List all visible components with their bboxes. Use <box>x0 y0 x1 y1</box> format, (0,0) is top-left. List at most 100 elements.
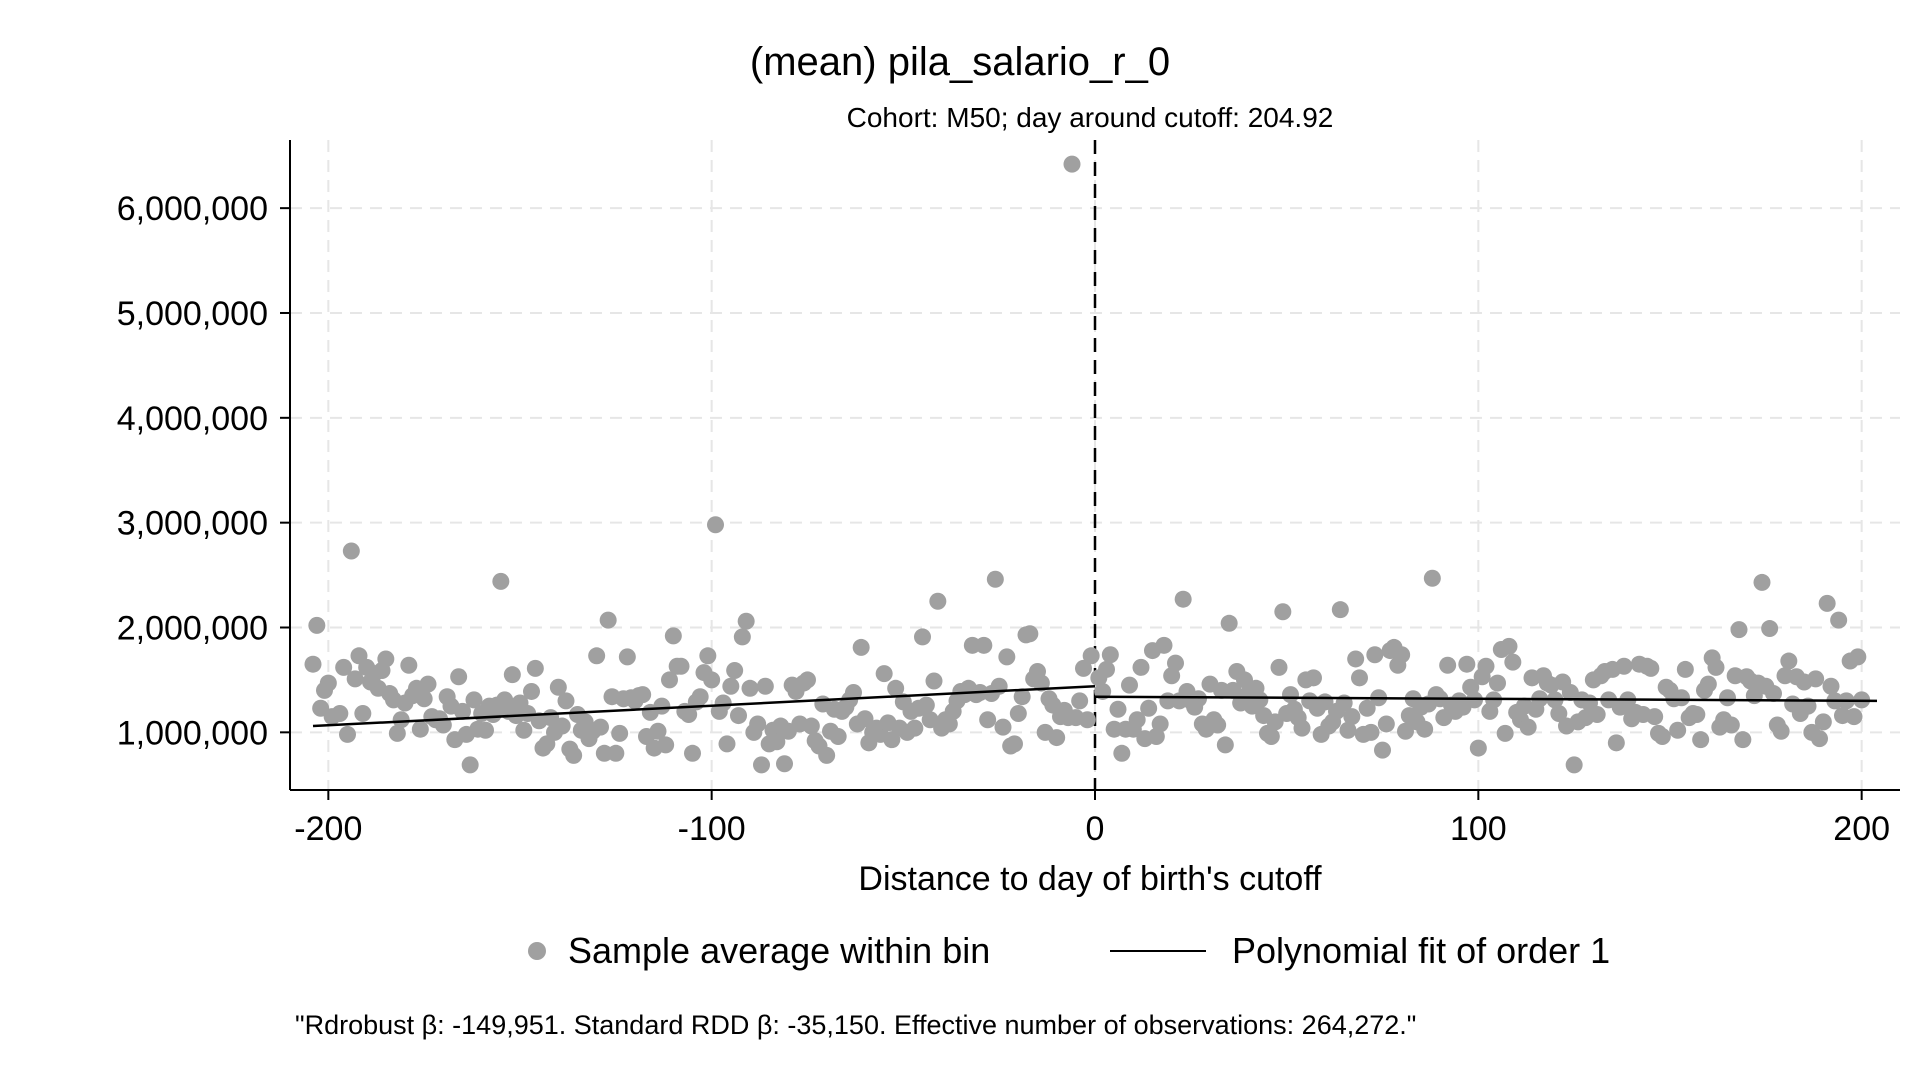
scatter-point <box>1489 674 1506 692</box>
scatter-point <box>664 627 682 645</box>
scatter-point <box>1699 675 1717 693</box>
scatter-point <box>768 733 786 751</box>
scatter-point <box>634 686 652 704</box>
scatter-point <box>1174 590 1192 608</box>
scatter-point <box>672 657 690 675</box>
scatter-point <box>829 728 847 746</box>
scatter-point <box>887 679 905 697</box>
scatter-point <box>1155 636 1173 654</box>
scatter-point <box>1707 658 1725 676</box>
scatter-point <box>1377 715 1395 733</box>
scatter-point <box>1676 660 1694 678</box>
scatter-point <box>986 570 1004 588</box>
scatter-point <box>1818 594 1836 612</box>
scatter-point <box>1504 653 1522 671</box>
scatter-point <box>914 628 931 646</box>
scatter-point <box>917 696 935 714</box>
scatter-point <box>1845 708 1863 726</box>
scatter-point <box>1362 723 1380 741</box>
scatter-point <box>657 736 675 754</box>
scatter-point <box>342 542 360 560</box>
scatter-point <box>994 718 1012 736</box>
scatter-point <box>450 668 468 686</box>
scatter-point <box>346 670 364 688</box>
scatter-point <box>1692 731 1710 749</box>
scatter-point <box>1830 611 1848 629</box>
scatter-point <box>1653 728 1671 746</box>
scatter-point <box>756 677 774 695</box>
scatter-point <box>1374 741 1391 759</box>
scatter-point <box>1262 728 1280 746</box>
scatter-point <box>726 661 744 679</box>
scatter-point <box>1688 706 1706 724</box>
scatter-point <box>845 684 862 701</box>
scatter-point <box>339 725 356 743</box>
y-tick-label: 5,000,000 <box>117 295 268 333</box>
scatter-point <box>703 671 721 689</box>
scatter-point <box>1397 722 1414 740</box>
scatter-point <box>707 516 724 534</box>
scatter-point <box>1730 621 1748 639</box>
scatter-point <box>1799 697 1817 715</box>
scatter-point <box>549 678 567 696</box>
scatter-point <box>733 628 751 646</box>
scatter-point <box>1607 734 1625 752</box>
scatter-point <box>1477 657 1495 675</box>
scatter-point <box>354 704 372 722</box>
scatter-point <box>1588 706 1606 724</box>
legend-item-points: Sample average within bin <box>528 930 990 972</box>
scatter-point <box>599 611 617 629</box>
scatter-point <box>1006 735 1023 753</box>
scatter-point <box>1366 646 1384 664</box>
scatter-point <box>802 717 820 735</box>
scatter-point <box>526 659 544 677</box>
scatter-point <box>1765 685 1782 703</box>
scatter-point <box>607 744 625 762</box>
scatter-point <box>1140 699 1158 717</box>
scatter-point <box>592 718 609 736</box>
scatter-point <box>411 720 429 738</box>
scatter-point <box>1849 648 1867 666</box>
y-tick-label: 3,000,000 <box>117 505 268 543</box>
scatter-point <box>1048 729 1066 747</box>
scatter-point <box>1151 715 1169 733</box>
scatter-point <box>1075 659 1092 677</box>
scatter-point <box>1209 716 1227 734</box>
scatter-point <box>1128 711 1146 729</box>
scatter-point <box>1615 657 1633 675</box>
scatter-point <box>1082 647 1100 665</box>
scatter-point <box>979 711 997 729</box>
scatter-point <box>1220 614 1238 632</box>
scatter-point <box>1078 711 1096 729</box>
scatter-point <box>1439 656 1457 674</box>
scatter-point <box>565 746 583 764</box>
scatter-point <box>515 721 533 739</box>
scatter-point <box>852 638 870 656</box>
scatter-point <box>649 722 667 740</box>
scatter-point <box>799 671 816 689</box>
scatter-point <box>557 692 575 710</box>
scatter-point <box>492 572 510 590</box>
scatter-point <box>1722 716 1740 734</box>
scatter-point <box>741 679 759 697</box>
scatter-point <box>691 688 709 706</box>
scatter-point <box>1216 736 1234 754</box>
scatter-point <box>753 756 770 774</box>
scatter-point <box>1496 724 1514 742</box>
scatter-point <box>454 702 471 720</box>
scatter-point <box>477 721 494 739</box>
x-tick-label: 0 <box>1086 810 1105 848</box>
y-tick-label: 2,000,000 <box>117 610 268 648</box>
scatter-point <box>730 707 747 725</box>
scatter-point <box>388 724 406 742</box>
scatter-point <box>998 648 1016 666</box>
scatter-point <box>1305 669 1322 687</box>
scatter-point <box>523 682 540 700</box>
scatter-point <box>553 717 571 735</box>
scatter-point <box>377 650 395 668</box>
scatter-point <box>1500 637 1518 655</box>
scatter-point <box>1339 721 1357 739</box>
scatter-point <box>906 719 924 737</box>
legend-marker-line-icon <box>1110 950 1206 952</box>
